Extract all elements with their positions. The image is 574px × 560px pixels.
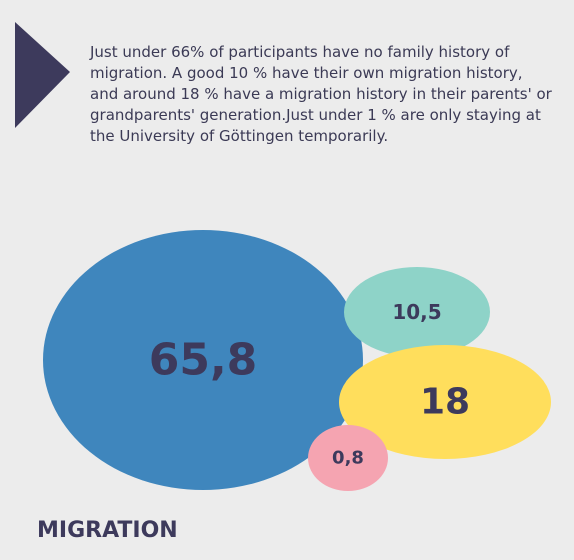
description: Just under 66% of participants have no f… xyxy=(90,43,552,145)
bubble-label: 18 xyxy=(420,382,470,423)
bubble-label: 65,8 xyxy=(149,335,258,386)
chart-title: MIGRATION xyxy=(37,518,178,543)
bubble xyxy=(339,345,551,459)
bubble xyxy=(308,425,388,491)
decor-triangle xyxy=(15,22,70,128)
bubble xyxy=(344,267,490,357)
bubble-label: 10,5 xyxy=(392,300,441,324)
bubble-label: 0,8 xyxy=(332,448,364,469)
bubble xyxy=(43,230,363,490)
